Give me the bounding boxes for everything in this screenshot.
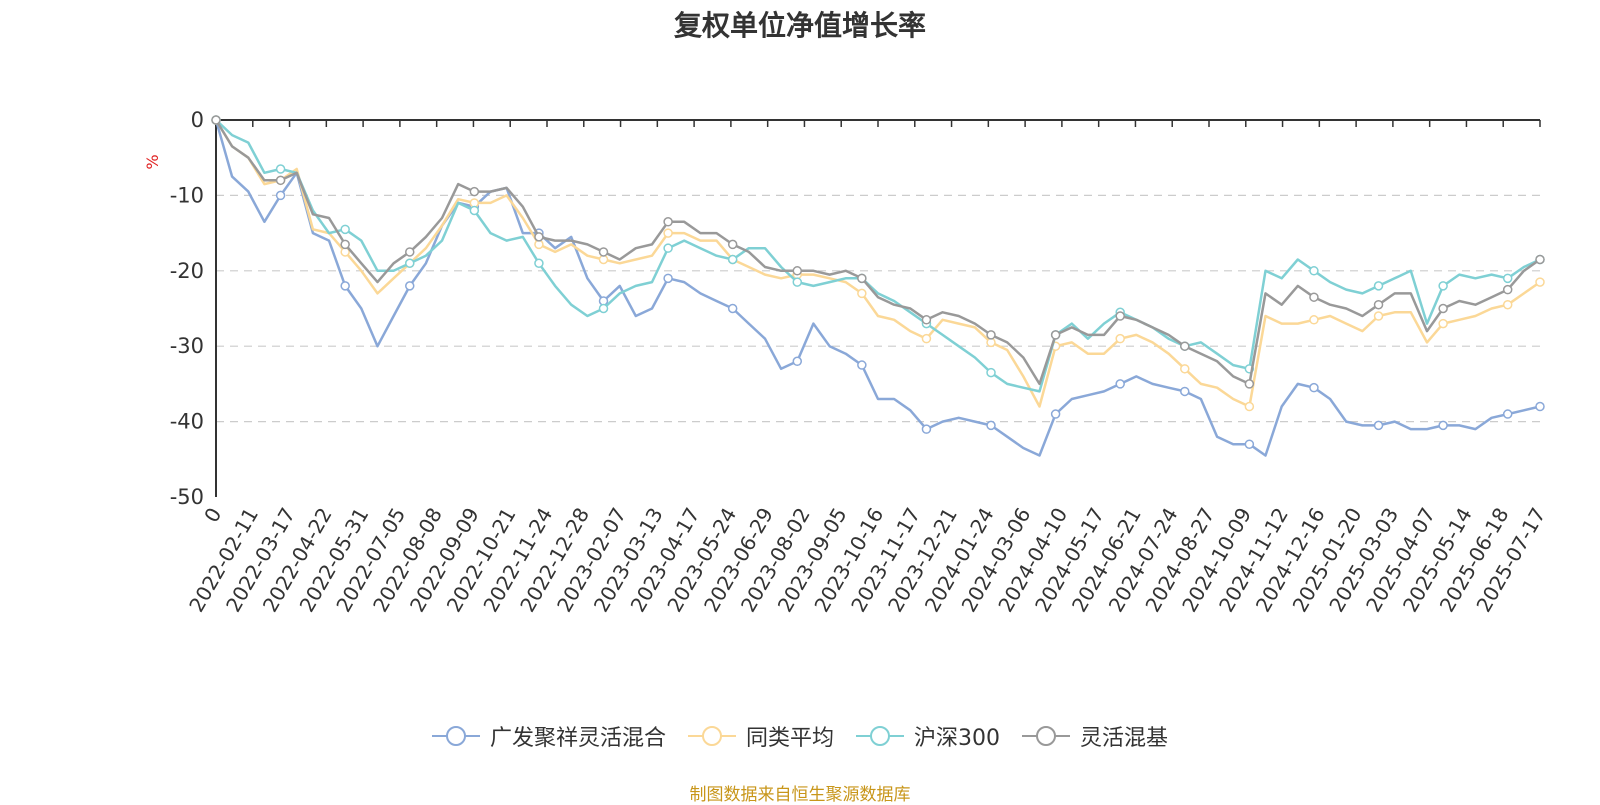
- data-point: [405, 281, 415, 291]
- data-point: [534, 232, 544, 242]
- data-point: [792, 277, 803, 287]
- series-line: [214, 119, 1541, 457]
- data-point: [1373, 281, 1384, 291]
- data-point: [405, 247, 415, 257]
- data-point: [1535, 277, 1545, 287]
- data-point: [1115, 333, 1125, 344]
- data-point: [857, 360, 867, 370]
- y-tick-label: -10: [170, 183, 204, 207]
- data-point: [921, 315, 932, 325]
- legend-label: 沪深300: [914, 726, 1000, 751]
- data-point: [1373, 420, 1384, 431]
- data-point: [1373, 299, 1384, 310]
- data-point: [275, 175, 286, 186]
- data-point: [1180, 364, 1190, 374]
- y-tick-label: -50: [170, 485, 204, 509]
- legend-marker-icon: [1022, 726, 1070, 746]
- data-point: [1180, 341, 1190, 351]
- chart-title: 复权单位净值增长率: [673, 9, 926, 42]
- data-point: [986, 420, 996, 431]
- data-point: [1244, 379, 1255, 389]
- data-point: [921, 333, 932, 344]
- data-point: [857, 273, 867, 284]
- data-point: [598, 303, 609, 314]
- data-point: [1438, 281, 1448, 291]
- legend-item[interactable]: 广发聚祥灵活混合: [431, 720, 666, 752]
- data-point: [986, 330, 996, 340]
- y-tick-label: -40: [170, 410, 204, 434]
- data-point: [1373, 311, 1384, 321]
- data-point: [1115, 379, 1125, 389]
- legend-label: 广发聚祥灵活混合: [489, 726, 666, 751]
- data-point: [469, 186, 480, 197]
- data-point: [663, 217, 673, 227]
- data-point: [792, 266, 803, 276]
- data-point: [534, 258, 544, 269]
- data-point: [1309, 292, 1319, 302]
- data-point: [1050, 409, 1061, 419]
- data-point: [1502, 299, 1513, 310]
- data-point: [1050, 330, 1061, 340]
- source-note: 制图数据来自恒生聚源数据库: [689, 785, 911, 805]
- y-tick-label: -20: [170, 259, 204, 283]
- data-point: [1115, 311, 1125, 321]
- data-point: [1180, 386, 1190, 397]
- legend-marker-icon: [431, 726, 480, 746]
- data-point: [857, 288, 867, 299]
- data-point: [663, 243, 673, 253]
- data-point: [1502, 284, 1513, 295]
- data-point: [275, 164, 286, 174]
- data-point: [1535, 401, 1545, 412]
- legend-label: 灵活混基: [1080, 726, 1169, 751]
- legend-item[interactable]: 同类平均: [687, 720, 834, 752]
- data-point: [469, 205, 480, 216]
- legend-label: 同类平均: [745, 726, 834, 751]
- data-point: [727, 254, 738, 265]
- data-point: [663, 228, 673, 238]
- data-point: [792, 356, 803, 367]
- legend: 广发聚祥灵活混合 同类平均 沪深300 灵活混基: [0, 720, 1600, 752]
- data-point: [986, 367, 996, 378]
- y-tick-label: 0: [191, 108, 204, 132]
- data-point: [275, 190, 286, 201]
- data-point: [1309, 382, 1319, 393]
- series-line: [215, 119, 1541, 393]
- data-point: [663, 273, 673, 284]
- data-point: [1502, 409, 1513, 419]
- data-point: [921, 424, 932, 434]
- data-point: [1438, 420, 1448, 431]
- series-line: [214, 119, 1541, 408]
- data-point: [1244, 439, 1255, 449]
- data-point: [340, 239, 350, 250]
- series-line: [214, 119, 1541, 386]
- data-point: [1438, 318, 1448, 329]
- data-point: [1309, 266, 1319, 276]
- y-axis-label: %: [143, 154, 162, 169]
- data-point: [405, 258, 415, 269]
- data-point: [598, 247, 609, 257]
- data-point: [1309, 315, 1319, 325]
- data-point: [340, 281, 350, 291]
- data-point: [1502, 273, 1513, 284]
- legend-item[interactable]: 灵活混基: [1022, 720, 1168, 752]
- legend-item[interactable]: 沪深300: [856, 720, 1000, 752]
- y-tick-label: -30: [170, 334, 204, 358]
- data-point: [1535, 254, 1545, 265]
- legend-marker-icon: [687, 726, 736, 746]
- data-point: [340, 224, 350, 235]
- data-point: [1244, 401, 1255, 412]
- data-point: [727, 303, 738, 314]
- legend-marker-icon: [856, 726, 904, 746]
- data-point: [727, 239, 738, 250]
- data-point: [1438, 303, 1448, 314]
- x-tick-label: 0: [199, 504, 226, 527]
- data-point: [211, 115, 221, 125]
